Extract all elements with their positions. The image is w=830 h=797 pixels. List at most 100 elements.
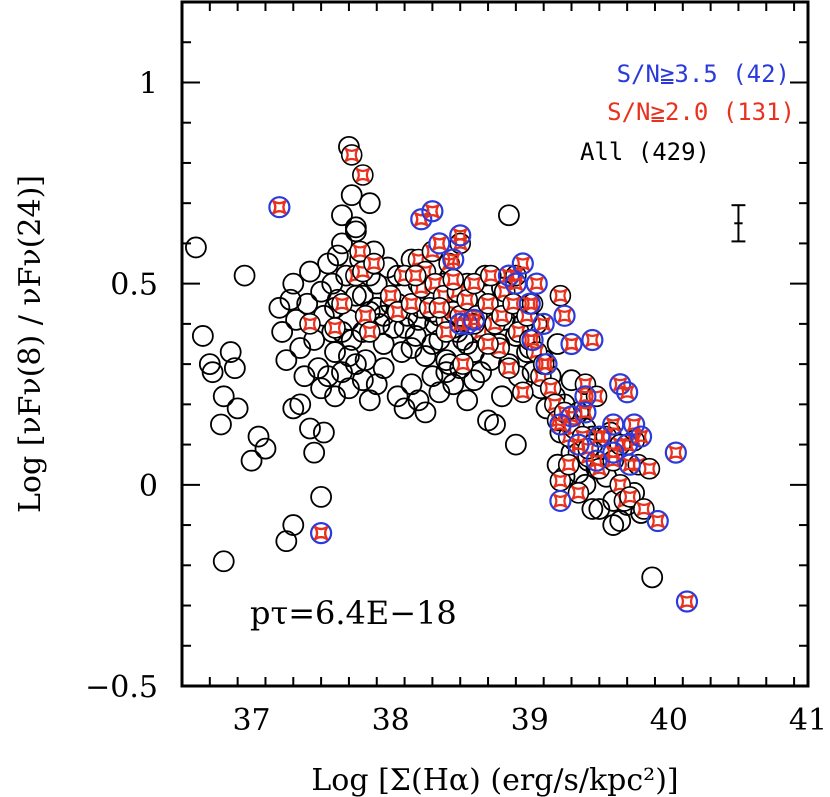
point-sn35-star [552, 417, 568, 432]
point-all [275, 530, 298, 553]
point-sn35 [549, 489, 572, 513]
point-all [233, 264, 256, 287]
point-sn35-star [591, 429, 607, 444]
point-all [414, 401, 437, 424]
point-sn35-star [584, 332, 600, 348]
point-all [185, 236, 207, 259]
point-sn2 [445, 272, 461, 288]
point-all [282, 272, 305, 295]
point-sn35-star [431, 236, 447, 251]
point-all [365, 373, 388, 396]
point-sn35-star [589, 453, 604, 469]
point-all [358, 192, 381, 215]
point-sn2 [571, 485, 586, 501]
point-sn2 [494, 308, 510, 324]
point-all [326, 244, 349, 267]
point-sn35-star [522, 296, 538, 312]
point-sn35-star [424, 203, 440, 219]
x-tick-label: 40 [650, 703, 688, 738]
point-all [477, 409, 499, 432]
point-all [226, 397, 249, 420]
y-tick-label: 1 [139, 66, 158, 101]
point-sn2 [366, 256, 382, 271]
point-sn2-ring [633, 498, 655, 520]
point-sn2 [404, 296, 419, 312]
point-sn35 [463, 308, 486, 331]
point-all [344, 220, 367, 243]
point-all [504, 433, 527, 456]
point-sn35 [664, 441, 687, 464]
point-sn35-star [668, 445, 684, 461]
point-sn35-star [552, 493, 568, 509]
point-sn2 [302, 316, 318, 332]
point-sn2 [362, 324, 378, 340]
point-all [312, 421, 335, 444]
x-tick-label: 37 [232, 703, 270, 738]
point-sn35-star [539, 356, 554, 372]
error-bar [731, 204, 746, 243]
point-sn35-star [501, 268, 517, 284]
point-sn35-star [605, 445, 621, 461]
point-sn35 [646, 509, 669, 533]
point-all [484, 413, 506, 436]
point-all [293, 365, 316, 388]
point-all [219, 341, 242, 363]
point-sn2-ring [477, 333, 499, 355]
point-all [247, 425, 270, 448]
point-sn35 [428, 232, 451, 255]
point-all [310, 485, 333, 508]
point-all [588, 498, 611, 520]
point-all [386, 385, 409, 408]
point-all [268, 296, 291, 319]
point-sn2 [408, 268, 424, 284]
point-sn2-ring [363, 252, 385, 275]
point-sn2 [344, 147, 360, 163]
point-all [470, 361, 492, 384]
point-all [338, 377, 360, 400]
point-all [324, 341, 346, 363]
point-sn2-ring [549, 284, 572, 307]
point-all [310, 377, 333, 400]
point-all [289, 393, 312, 416]
point-sn35 [442, 248, 465, 271]
point-sn2-ring [340, 144, 363, 166]
point-sn2 [438, 324, 454, 340]
point-sn35-star [525, 332, 540, 348]
point-sn35-star [679, 594, 695, 609]
point-sn2 [334, 296, 350, 312]
point-all [191, 325, 214, 347]
y-axis-title: Log [νFν(8) / νFν(24)] [13, 175, 48, 513]
point-all [321, 272, 344, 295]
point-sn2-ring [352, 164, 374, 186]
point-all [456, 389, 479, 412]
point-sn35 [609, 373, 632, 396]
point-sn35 [268, 196, 291, 219]
point-all [421, 333, 444, 355]
point-sn2 [355, 167, 371, 183]
point-sn35-star [271, 199, 287, 215]
point-sn35-star [578, 388, 593, 404]
point-sn35 [574, 401, 597, 424]
series-sn35-points [268, 196, 699, 613]
point-sn35 [585, 449, 608, 472]
point-all [254, 437, 277, 460]
point-sn35-star [633, 429, 649, 444]
point-sn35-star [564, 336, 579, 352]
point-all [340, 184, 363, 207]
point-sn35 [511, 252, 534, 275]
point-all [331, 232, 353, 255]
point-sn2-ring [512, 381, 534, 404]
point-sn2-ring [452, 353, 474, 375]
point-sn35-star [508, 276, 524, 292]
point-sn35-star [452, 316, 468, 332]
point-sn2 [642, 461, 657, 477]
correlation-annotation: pτ=6.4E−18 [250, 594, 457, 632]
point-sn35 [549, 413, 572, 436]
point-all [372, 333, 395, 355]
point-all [212, 550, 235, 573]
point-sn35 [521, 328, 544, 352]
point-sn2 [552, 288, 568, 304]
point-sn35-star [626, 417, 642, 432]
point-sn35 [581, 328, 604, 352]
point-all [223, 357, 246, 380]
